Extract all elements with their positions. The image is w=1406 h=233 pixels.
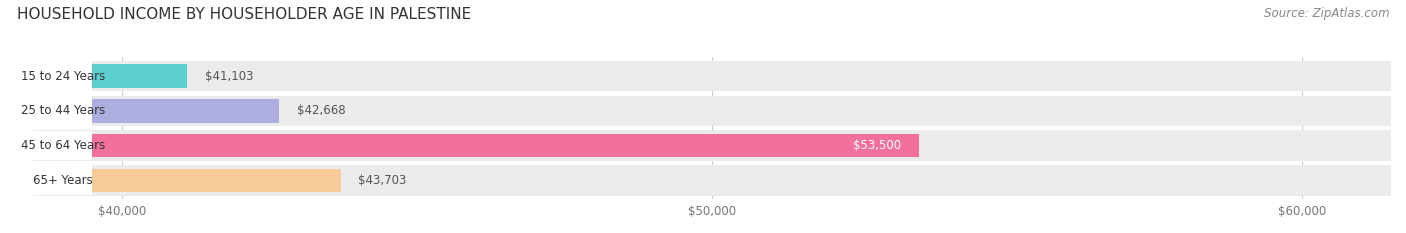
Text: HOUSEHOLD INCOME BY HOUSEHOLDER AGE IN PALESTINE: HOUSEHOLD INCOME BY HOUSEHOLDER AGE IN P… bbox=[17, 7, 471, 22]
Bar bbox=[34, 168, 340, 192]
Text: 15 to 24 Years: 15 to 24 Years bbox=[21, 70, 105, 82]
Text: $41,103: $41,103 bbox=[205, 70, 253, 82]
Bar bbox=[34, 61, 93, 91]
Text: $42,668: $42,668 bbox=[297, 104, 346, 117]
Bar bbox=[34, 64, 187, 88]
Bar bbox=[34, 165, 93, 195]
Bar bbox=[34, 96, 93, 126]
Bar bbox=[34, 165, 1391, 196]
Bar bbox=[34, 130, 1391, 161]
Bar bbox=[34, 99, 280, 123]
Text: $53,500: $53,500 bbox=[853, 139, 901, 152]
Bar bbox=[34, 131, 93, 160]
Text: Source: ZipAtlas.com: Source: ZipAtlas.com bbox=[1264, 7, 1389, 20]
Bar bbox=[34, 96, 1391, 126]
Text: 65+ Years: 65+ Years bbox=[34, 174, 93, 187]
Bar bbox=[34, 134, 918, 157]
Text: $43,703: $43,703 bbox=[359, 174, 406, 187]
Text: 25 to 44 Years: 25 to 44 Years bbox=[21, 104, 105, 117]
Bar bbox=[34, 61, 1391, 91]
Text: 45 to 64 Years: 45 to 64 Years bbox=[21, 139, 105, 152]
